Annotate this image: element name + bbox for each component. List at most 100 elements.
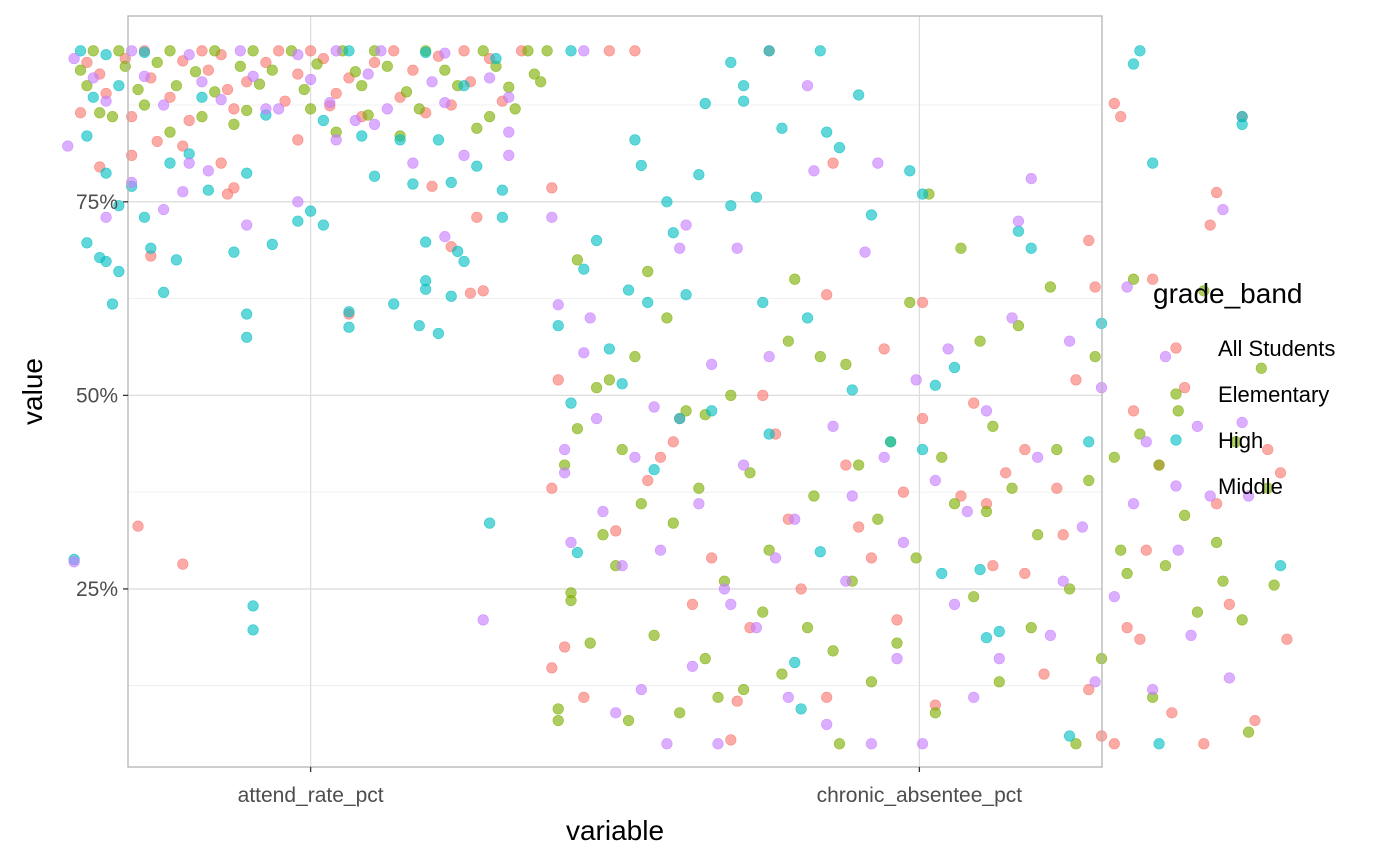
data-point xyxy=(667,227,679,239)
data-point xyxy=(821,289,833,301)
data-point xyxy=(955,490,967,502)
data-point xyxy=(565,587,577,599)
data-point xyxy=(381,60,393,72)
data-point xyxy=(1223,672,1235,684)
data-point xyxy=(439,64,451,76)
data-point xyxy=(1127,273,1140,285)
data-point xyxy=(330,87,342,100)
data-point xyxy=(955,242,967,254)
data-point xyxy=(559,641,571,653)
data-point xyxy=(247,600,259,612)
data-point xyxy=(81,237,93,249)
data-point xyxy=(464,287,477,299)
data-point xyxy=(1006,312,1018,324)
data-point xyxy=(68,52,80,65)
data-point xyxy=(667,517,679,529)
data-point xyxy=(1108,97,1120,110)
data-point xyxy=(164,91,176,103)
legend-label: All Students xyxy=(1218,336,1335,361)
data-point xyxy=(183,114,195,127)
data-point xyxy=(445,176,457,189)
data-point xyxy=(1204,219,1216,231)
data-point xyxy=(1127,58,1140,70)
data-point xyxy=(1012,215,1025,227)
data-point xyxy=(362,68,374,80)
data-point xyxy=(801,80,814,92)
data-point xyxy=(610,525,622,537)
data-point xyxy=(725,56,737,69)
data-point xyxy=(202,165,214,177)
data-point xyxy=(725,598,737,611)
data-point xyxy=(177,558,189,570)
data-point xyxy=(635,498,647,510)
legend-title: grade_band xyxy=(1153,278,1302,309)
data-point xyxy=(407,64,419,76)
data-point xyxy=(228,103,240,115)
data-point xyxy=(674,412,686,425)
data-point xyxy=(145,242,157,254)
data-point xyxy=(1204,490,1216,502)
panel-border xyxy=(127,15,1103,768)
data-point xyxy=(1063,730,1076,742)
data-point xyxy=(552,374,564,386)
legend: grade_band All Students Elementary High Mid… xyxy=(1153,278,1335,499)
data-point xyxy=(196,91,208,103)
data-point xyxy=(260,56,272,69)
data-point xyxy=(535,76,547,88)
data-point xyxy=(904,165,916,177)
data-point xyxy=(483,72,496,84)
data-point xyxy=(993,676,1005,688)
data-point xyxy=(635,159,647,172)
data-point xyxy=(330,45,342,57)
data-point xyxy=(789,273,801,285)
data-point xyxy=(413,103,425,115)
data-point xyxy=(1191,606,1204,618)
data-point xyxy=(1159,351,1172,363)
data-point xyxy=(1057,529,1069,541)
data-point xyxy=(126,111,138,123)
data-point xyxy=(126,149,138,161)
data-point xyxy=(202,64,214,76)
data-point xyxy=(228,118,240,130)
data-point xyxy=(522,45,534,57)
data-point xyxy=(648,629,660,641)
data-point xyxy=(1153,738,1165,750)
data-point xyxy=(571,254,584,266)
legend-key xyxy=(1170,342,1182,354)
data-point xyxy=(865,552,878,564)
data-point xyxy=(1223,598,1235,611)
data-point xyxy=(916,412,929,425)
data-point xyxy=(1185,629,1197,641)
data-point xyxy=(100,211,112,223)
data-point xyxy=(840,459,852,471)
data-point xyxy=(343,45,355,57)
data-point xyxy=(1172,405,1184,417)
data-point xyxy=(94,107,106,119)
data-point xyxy=(840,575,852,587)
data-point xyxy=(356,80,368,92)
data-point xyxy=(420,236,432,248)
data-point xyxy=(177,140,189,152)
data-point xyxy=(686,598,699,611)
data-point xyxy=(968,397,980,409)
data-point xyxy=(471,160,483,172)
data-point xyxy=(936,451,948,463)
data-point xyxy=(1083,474,1095,487)
data-point xyxy=(936,567,948,580)
data-point xyxy=(801,312,814,324)
data-point xyxy=(929,707,941,719)
data-point xyxy=(610,707,622,719)
data-point xyxy=(1249,714,1261,727)
data-point xyxy=(1025,622,1037,634)
data-point xyxy=(597,505,609,518)
data-point xyxy=(477,45,489,57)
data-point xyxy=(503,149,515,161)
data-point xyxy=(1255,362,1267,374)
data-point xyxy=(821,691,833,703)
data-point xyxy=(1044,629,1057,641)
data-point xyxy=(158,203,170,216)
data-point xyxy=(196,45,208,57)
y-tick-label: 25% xyxy=(76,578,118,601)
data-point xyxy=(661,738,673,750)
data-point xyxy=(1268,579,1280,591)
